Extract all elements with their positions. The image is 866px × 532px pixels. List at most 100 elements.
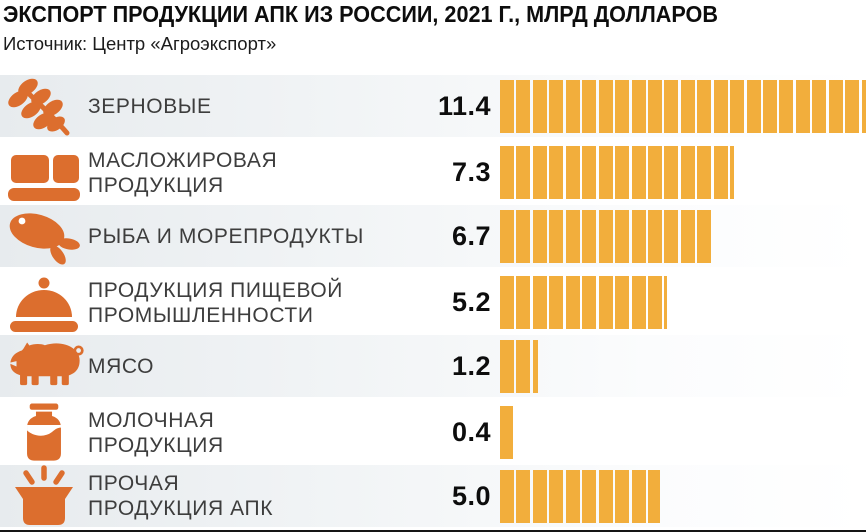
bar-segment — [631, 469, 646, 523]
bar-segment — [532, 339, 539, 393]
chart-row: ЗЕРНОВЫЕ 11.4 — [0, 75, 866, 140]
bar-segment — [828, 79, 843, 133]
header: ЭКСПОРТ ПРОДУКЦИИ АПК ИЗ РОССИИ, 2021 Г.… — [0, 0, 866, 54]
bar-segment — [664, 146, 679, 199]
bottom-border — [0, 530, 866, 532]
bar — [500, 209, 866, 263]
category-label-line: ПРОЧАЯ — [88, 472, 180, 495]
category-label: РЫБА И МОРЕПРОДУКТЫ — [88, 224, 408, 249]
bar-segment — [615, 209, 630, 263]
bar — [500, 146, 866, 199]
bar-segment — [582, 276, 597, 329]
category-label-line: ПРОДУКЦИЯ — [88, 433, 224, 457]
butter-icon — [0, 144, 88, 202]
bar-segment — [549, 276, 564, 329]
category-label: ПРОЧАЯ ПРОДУКЦИЯ АПК — [88, 471, 408, 521]
bar-segment — [549, 79, 564, 133]
bar-segment — [697, 146, 712, 199]
bar-segment — [598, 146, 613, 199]
pot-icon — [0, 465, 88, 527]
bar-segment — [680, 146, 695, 199]
bar — [500, 276, 866, 329]
bar-segment — [598, 469, 613, 523]
bar-segment — [746, 79, 761, 133]
bar-segment — [631, 146, 646, 199]
bar-segment — [500, 276, 514, 329]
bar-segment — [615, 79, 630, 133]
bar-segment — [500, 469, 514, 523]
bar-segment — [598, 276, 613, 329]
chart-row: МЯСО 1.2 — [0, 335, 866, 400]
bar-segment — [598, 79, 613, 133]
bar-segment — [845, 79, 860, 133]
bar-segment — [615, 146, 630, 199]
bar-segment — [647, 146, 662, 199]
bar-segment — [532, 276, 547, 329]
bar-segment — [565, 469, 580, 523]
category-label-line: ПРОДУКЦИЯ — [88, 173, 224, 197]
category-label-line: МОЛОЧНАЯ — [88, 408, 215, 432]
bar-segment — [664, 276, 667, 329]
bar-segment — [565, 79, 580, 133]
butter-icon-svg — [8, 154, 80, 201]
bar-segment — [730, 146, 735, 199]
bar-segment — [500, 146, 514, 199]
value-label: 5.0 — [451, 480, 491, 511]
bar — [500, 469, 866, 523]
category-label: ЗЕРНОВЫЕ — [88, 94, 408, 119]
category-label: ПРОДУКЦИЯ ПИЩЕВОЙ ПРОМЫШЛЕННОСТИ — [88, 278, 408, 328]
wheat-icon — [0, 76, 88, 136]
bar-segment — [516, 209, 531, 263]
value-label: 7.3 — [451, 157, 491, 187]
bar-segment — [697, 79, 712, 133]
bar-segment — [500, 79, 514, 133]
bar — [500, 79, 866, 133]
bar-segment — [549, 209, 564, 263]
bar-segment — [647, 209, 662, 263]
bar-segment — [697, 209, 712, 263]
bar-segment — [516, 146, 531, 199]
bar-segment — [631, 209, 646, 263]
bar-segment — [647, 469, 661, 523]
bar-segment — [582, 209, 597, 263]
bar-segment — [582, 146, 597, 199]
bar-segment — [532, 469, 547, 523]
bar-segment — [565, 146, 580, 199]
bar-segment — [631, 79, 646, 133]
bar-segment — [549, 146, 564, 199]
bar-segment — [516, 339, 531, 393]
bar-segment — [582, 79, 597, 133]
chart-row: МОЛОЧНАЯ ПРОДУКЦИЯ 0.4 — [0, 400, 866, 465]
bar-segment — [647, 79, 662, 133]
bar-segment — [500, 406, 513, 459]
bar-segment — [861, 79, 866, 133]
category-label-line: МЯСО — [88, 354, 155, 378]
fish-icon-svg — [9, 213, 80, 265]
source-note: Источник: Центр «Агроэкспорт» — [3, 33, 277, 54]
category-label: МЯСО — [88, 354, 408, 379]
bar-segment — [615, 276, 630, 329]
bar-segment — [647, 276, 662, 329]
chart-row: ПРОЧАЯ ПРОДУКЦИЯ АПК 5.0 — [0, 465, 866, 530]
pig-icon-svg — [8, 342, 84, 385]
bar-segment — [615, 469, 630, 523]
milk-bottle-icon — [0, 403, 88, 463]
value-label: 0.4 — [451, 417, 491, 447]
bar-segment — [516, 79, 531, 133]
bar-segment — [532, 79, 547, 133]
value-label: 5.2 — [451, 287, 491, 317]
chart-title: ЭКСПОРТ ПРОДУКЦИИ АПК ИЗ РОССИИ, 2021 Г.… — [0, 0, 866, 28]
bar-segment — [532, 209, 547, 263]
bar-segment — [565, 276, 580, 329]
bar-segment — [664, 79, 679, 133]
pot-icon-svg — [15, 465, 73, 525]
category-label-line: ЗЕРНОВЫЕ — [88, 94, 212, 118]
value-label: 1.2 — [451, 350, 491, 381]
cloche-icon-svg — [10, 277, 78, 332]
bar-segment — [664, 209, 679, 263]
bar-segment — [779, 79, 794, 133]
bar-segment — [631, 276, 646, 329]
bar-segment — [516, 276, 531, 329]
bar-segment — [680, 209, 695, 263]
